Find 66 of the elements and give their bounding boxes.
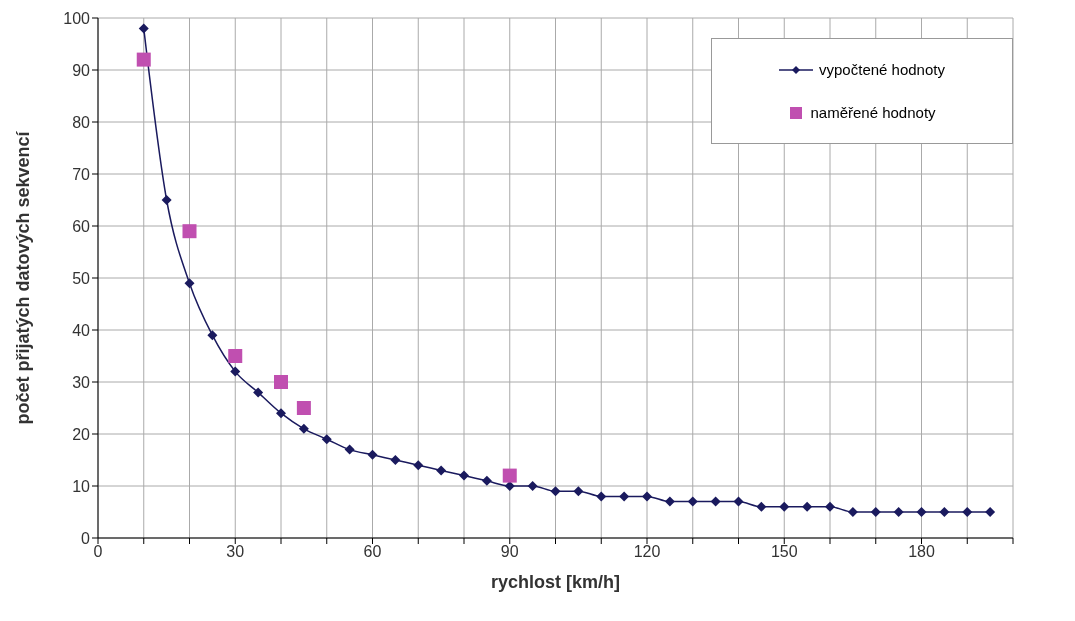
x-tick-label: 150 bbox=[770, 543, 798, 561]
point bbox=[779, 501, 790, 512]
point bbox=[321, 434, 332, 445]
point bbox=[230, 366, 241, 377]
point bbox=[664, 496, 675, 507]
point bbox=[481, 475, 492, 486]
y-tick-label: 20 bbox=[72, 425, 91, 443]
point bbox=[390, 455, 401, 465]
legend-label: naměřené hodnoty bbox=[810, 104, 936, 121]
point bbox=[344, 444, 355, 455]
point bbox=[207, 330, 218, 341]
point bbox=[298, 423, 309, 434]
point bbox=[733, 496, 744, 507]
point bbox=[136, 52, 151, 67]
point bbox=[985, 507, 996, 517]
point bbox=[274, 375, 288, 389]
x-tick-label: 30 bbox=[226, 543, 245, 561]
point bbox=[893, 507, 904, 517]
x-tick-label: 180 bbox=[908, 543, 935, 561]
legend-label: vypočtené hodnoty bbox=[819, 61, 945, 78]
point bbox=[962, 507, 973, 517]
point bbox=[436, 465, 447, 476]
point bbox=[687, 496, 698, 507]
point bbox=[367, 449, 378, 460]
point bbox=[550, 486, 561, 497]
point bbox=[504, 481, 515, 491]
y-tick-label: 90 bbox=[72, 61, 91, 79]
y-tick-label: 60 bbox=[72, 217, 91, 235]
point bbox=[182, 224, 197, 239]
point bbox=[642, 491, 652, 502]
x-tick-label: 0 bbox=[93, 543, 103, 561]
point bbox=[276, 408, 286, 419]
point bbox=[138, 23, 149, 34]
point bbox=[502, 468, 517, 483]
y-tick-label: 30 bbox=[72, 373, 91, 391]
point bbox=[619, 491, 630, 502]
x-tick-label: 60 bbox=[363, 543, 382, 561]
x-axis-title: rychlost [km/h] bbox=[490, 572, 621, 592]
point bbox=[756, 501, 767, 512]
point bbox=[459, 470, 469, 481]
x-tick-label: 90 bbox=[500, 543, 519, 561]
point bbox=[825, 501, 835, 512]
point bbox=[184, 278, 195, 289]
x-tick-label: 120 bbox=[633, 543, 661, 561]
point bbox=[870, 507, 881, 517]
point bbox=[710, 496, 721, 507]
point bbox=[939, 507, 950, 517]
point bbox=[228, 349, 243, 363]
y-tick-label: 70 bbox=[72, 165, 91, 183]
point bbox=[527, 481, 538, 491]
y-tick-label: 80 bbox=[72, 113, 91, 131]
point bbox=[161, 195, 172, 205]
y-axis-title: počet přijatých datových sekvencí bbox=[13, 130, 34, 425]
point bbox=[596, 491, 607, 502]
y-tick-label: 10 bbox=[72, 477, 91, 495]
y-tick-label: 0 bbox=[81, 529, 91, 547]
point bbox=[847, 507, 858, 517]
point bbox=[802, 501, 813, 512]
y-tick-label: 50 bbox=[72, 269, 91, 287]
point bbox=[573, 486, 584, 497]
point bbox=[296, 401, 311, 415]
y-tick-label: 40 bbox=[72, 321, 91, 339]
point bbox=[253, 387, 264, 398]
y-tick-label: 100 bbox=[63, 9, 91, 27]
point bbox=[916, 507, 927, 517]
point bbox=[413, 460, 424, 471]
